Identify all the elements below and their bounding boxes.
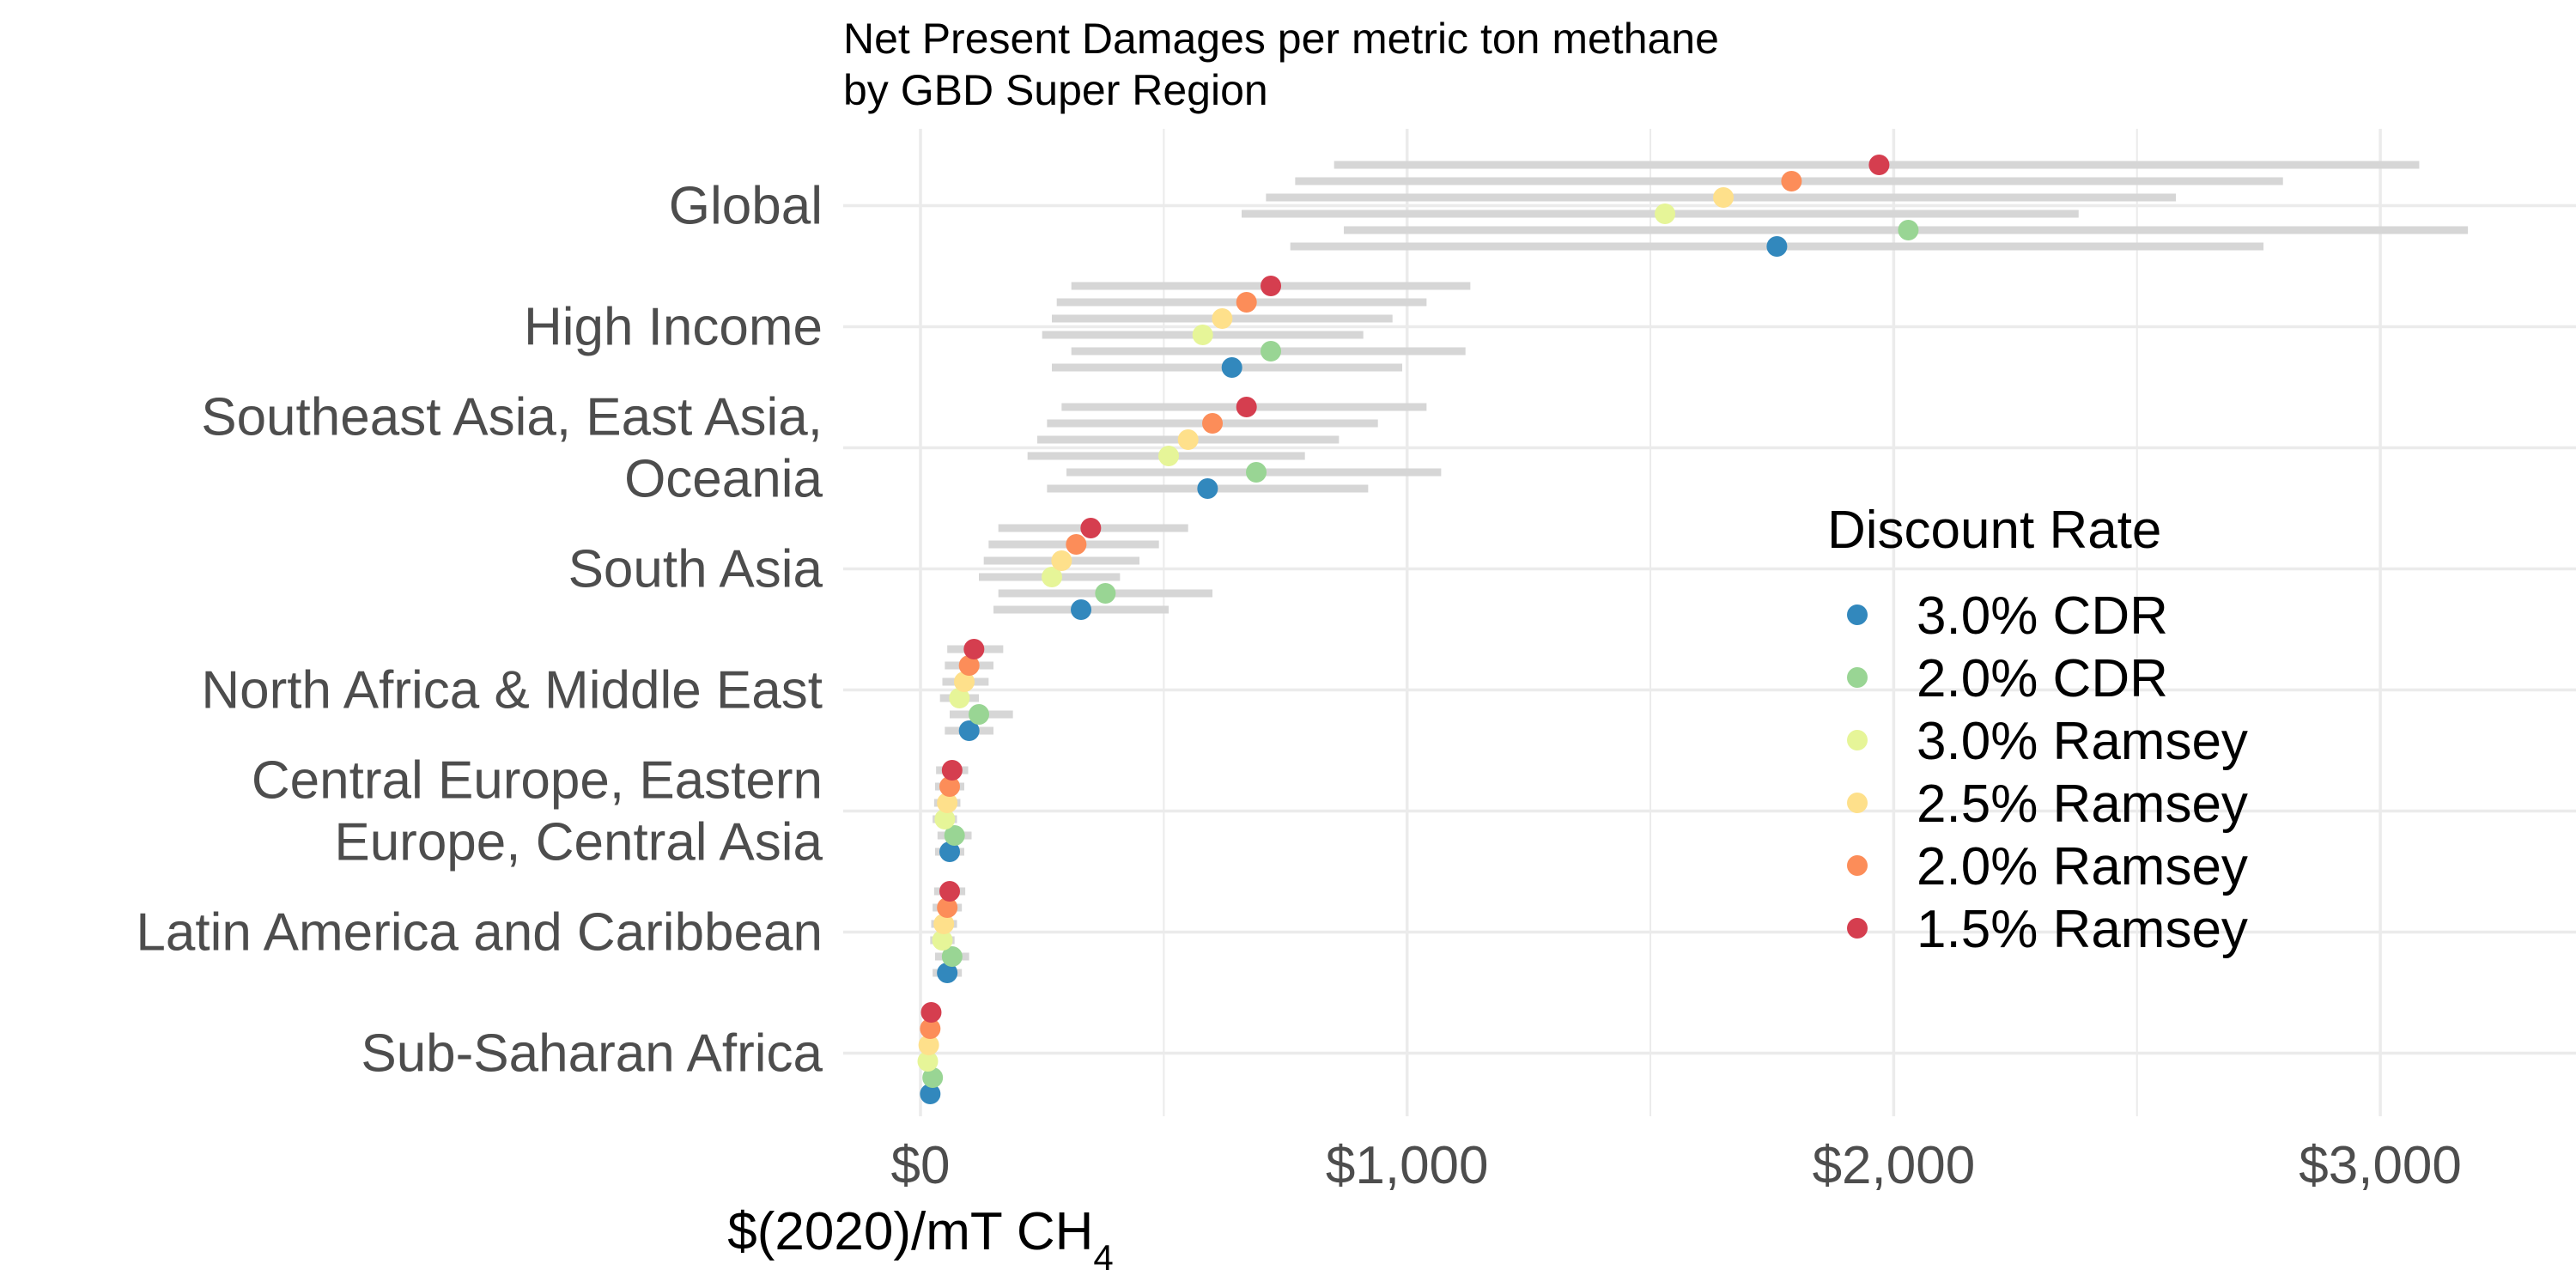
data-point — [1868, 155, 1890, 175]
data-point — [922, 1067, 944, 1088]
data-point — [937, 897, 958, 918]
data-point — [937, 963, 958, 983]
data-point — [1095, 583, 1116, 604]
legend-swatch — [1847, 918, 1868, 939]
data-point — [939, 881, 961, 902]
legend-label: 3.0% Ramsey — [1917, 712, 2248, 771]
data-point — [920, 1002, 942, 1023]
data-point — [1202, 413, 1224, 434]
data-point — [1655, 204, 1676, 224]
data-point — [1051, 550, 1072, 571]
data-point — [969, 704, 990, 725]
legend-swatch — [1847, 730, 1868, 750]
x-axis-title: $(2020)/mT CH4 — [727, 1202, 1113, 1278]
category-label: North Africa & Middle East — [201, 661, 823, 720]
data-points — [917, 155, 1919, 1104]
data-point — [1898, 220, 1919, 240]
x-tick-label: $3,000 — [2299, 1136, 2462, 1195]
category-label: Latin America and Caribbean — [136, 903, 823, 963]
data-point — [1766, 236, 1788, 257]
data-point — [1713, 187, 1735, 208]
x-axis-ticks: $0 $1,000 $2,000 $3,000 — [891, 1136, 2462, 1195]
legend-label: 2.5% Ramsey — [1917, 775, 2248, 834]
data-point — [954, 671, 975, 692]
data-point — [937, 793, 958, 813]
data-point — [1221, 357, 1242, 378]
data-point — [939, 841, 961, 862]
data-point — [1071, 599, 1092, 620]
legend-title: Discount Rate — [1827, 501, 2161, 560]
data-point — [963, 639, 985, 659]
data-point — [920, 1018, 941, 1039]
legend-label: 2.0% CDR — [1917, 649, 2168, 708]
category-label: Central Europe, Eastern — [252, 751, 823, 811]
category-label: South Asia — [568, 540, 823, 599]
chart-title: Net Present Damages per metric ton metha… — [843, 15, 1719, 63]
x-tick-label: $2,000 — [1813, 1136, 1976, 1195]
data-point — [1080, 518, 1102, 538]
data-point — [933, 914, 955, 934]
data-point — [1246, 462, 1267, 483]
data-point — [1197, 478, 1218, 499]
data-point — [958, 655, 980, 676]
legend-label: 2.0% Ramsey — [1917, 837, 2248, 896]
x-tick-label: $0 — [891, 1136, 951, 1195]
legend-swatch — [1847, 605, 1868, 625]
grid-lines — [843, 129, 2576, 1116]
data-point — [941, 946, 963, 967]
data-point — [941, 760, 963, 781]
category-label: High Income — [524, 298, 823, 357]
category-label: Global — [669, 177, 823, 236]
category-label: Europe, Central Asia — [334, 813, 823, 872]
category-label: Sub-Saharan Africa — [361, 1024, 823, 1084]
legend-swatch — [1847, 667, 1868, 688]
data-point — [1192, 325, 1213, 345]
data-point — [1236, 292, 1257, 313]
data-point — [1066, 534, 1087, 555]
data-point — [1212, 308, 1233, 329]
legend-swatch — [1847, 793, 1868, 813]
category-labels: Global High Income Southeast Asia, East As… — [136, 177, 823, 1084]
legend-swatch — [1847, 855, 1868, 876]
data-point — [1781, 171, 1802, 191]
data-point — [1158, 446, 1180, 466]
data-point — [949, 688, 970, 708]
data-point — [920, 1084, 941, 1104]
data-point — [958, 720, 980, 741]
legend-label: 1.5% Ramsey — [1917, 900, 2248, 959]
data-point — [1261, 341, 1282, 361]
x-tick-label: $1,000 — [1326, 1136, 1489, 1195]
category-label: Southeast Asia, East Asia, — [201, 388, 823, 447]
data-point — [1177, 429, 1199, 450]
data-point — [932, 930, 953, 951]
data-point — [917, 1051, 939, 1072]
data-point — [918, 1035, 939, 1055]
data-point — [1261, 276, 1282, 296]
data-point — [939, 776, 961, 797]
legend-label: 3.0% CDR — [1917, 586, 2168, 646]
category-label: Oceania — [624, 450, 823, 509]
chart-subtitle: by GBD Super Region — [843, 66, 1268, 114]
data-point — [1236, 397, 1257, 417]
data-point — [934, 809, 956, 829]
data-point — [944, 825, 965, 846]
data-point — [1042, 567, 1063, 587]
